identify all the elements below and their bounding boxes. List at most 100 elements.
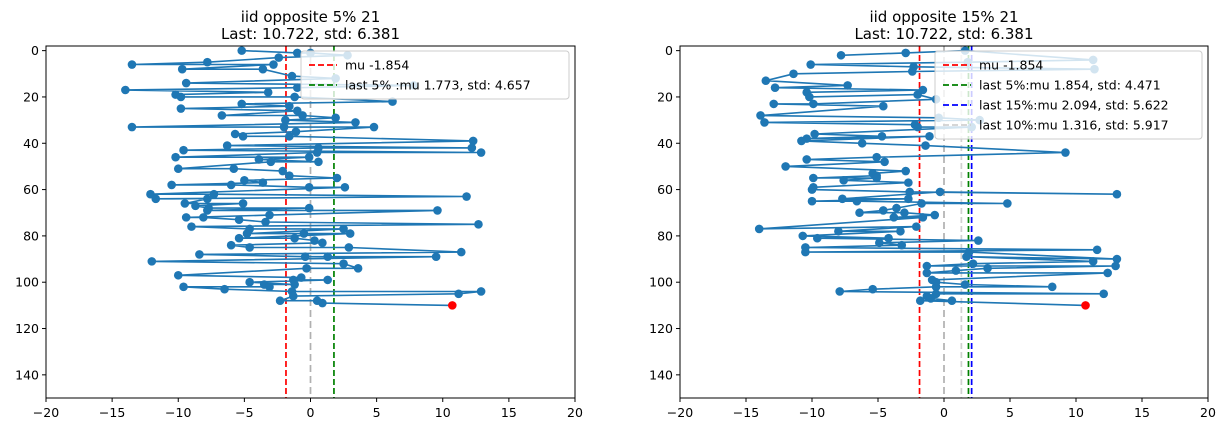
data-point xyxy=(278,166,288,176)
data-point xyxy=(285,171,294,180)
chart-title: iid opposite 15% 21 xyxy=(869,8,1018,26)
data-point xyxy=(474,220,483,229)
x-tick-label: 10 xyxy=(1068,405,1084,420)
data-point xyxy=(884,233,893,243)
data-point xyxy=(285,101,294,111)
data-point xyxy=(318,238,327,248)
data-point xyxy=(314,157,323,167)
data-point xyxy=(245,243,254,252)
data-point xyxy=(877,132,887,141)
legend-label: last 15%:mu 2.094, std: 5.622 xyxy=(979,98,1169,113)
data-point xyxy=(431,252,441,262)
data-point xyxy=(456,247,466,257)
data-point xyxy=(300,252,310,262)
data-point xyxy=(147,257,157,266)
data-point xyxy=(789,69,798,79)
data-point xyxy=(913,90,922,99)
data-point xyxy=(1112,189,1122,199)
chart-subtitle: Last: 10.722, std: 6.381 xyxy=(854,25,1033,43)
data-point xyxy=(179,282,188,292)
data-point xyxy=(339,259,348,268)
y-tick-label: 120 xyxy=(649,321,673,336)
data-point xyxy=(913,122,922,132)
legend-label: mu -1.854 xyxy=(345,58,409,73)
data-point xyxy=(918,213,928,222)
y-tick-label: 20 xyxy=(657,89,673,104)
data-point xyxy=(331,113,340,123)
data-point xyxy=(289,291,298,301)
data-point xyxy=(323,252,332,262)
data-point xyxy=(900,208,909,218)
data-point xyxy=(226,180,236,190)
legend: mu -1.854 last 5%:mu 1.854, std: 4.471 las… xyxy=(934,50,1203,140)
data-point xyxy=(930,210,940,220)
data-point xyxy=(901,48,911,58)
data-point xyxy=(299,229,309,238)
data-point xyxy=(290,233,299,243)
data-point xyxy=(203,206,212,215)
data-point xyxy=(1088,257,1098,266)
y-tick-label: 60 xyxy=(657,182,673,197)
y-tick-label: 140 xyxy=(649,367,673,382)
data-point xyxy=(968,259,978,268)
data-point xyxy=(904,178,913,187)
y-tick-label: 40 xyxy=(23,136,39,151)
data-point xyxy=(835,287,845,296)
data-point xyxy=(234,233,244,243)
data-point xyxy=(285,132,294,141)
data-point xyxy=(926,294,936,303)
x-tick-label: 0 xyxy=(307,405,315,420)
data-point xyxy=(353,264,363,273)
y-tick-label: 20 xyxy=(23,89,39,104)
data-point xyxy=(296,273,306,282)
data-point xyxy=(1003,199,1012,208)
data-point xyxy=(369,122,379,132)
data-point xyxy=(339,224,348,234)
data-point xyxy=(245,277,254,287)
data-point xyxy=(274,53,284,62)
data-point xyxy=(290,92,299,102)
data-point xyxy=(203,57,212,67)
data-point xyxy=(754,224,764,234)
x-tick-label: 10 xyxy=(435,405,451,420)
x-tick-label: 5 xyxy=(1006,405,1014,420)
data-point xyxy=(834,226,843,236)
data-point xyxy=(209,189,219,199)
data-point xyxy=(1103,268,1112,278)
x-tick-label: 0 xyxy=(940,405,948,420)
data-point xyxy=(433,206,442,215)
data-point xyxy=(220,284,229,294)
y-tick-label: 140 xyxy=(15,367,39,382)
data-point xyxy=(908,67,917,76)
data-point xyxy=(1112,254,1122,264)
y-tick-label: 0 xyxy=(665,43,673,58)
x-tick-label: 15 xyxy=(501,405,517,420)
data-point xyxy=(318,298,327,308)
legend-label: last 5% :mu 1.773, std: 4.657 xyxy=(345,78,531,93)
data-point xyxy=(807,196,817,206)
data-point xyxy=(181,78,191,88)
data-point xyxy=(287,71,297,81)
chart-subtitle: Last: 10.722, std: 6.381 xyxy=(221,25,400,43)
data-point xyxy=(261,217,270,227)
legend-label: mu -1.854 xyxy=(979,58,1043,73)
data-point xyxy=(1061,148,1070,157)
data-point xyxy=(983,264,992,273)
last-point xyxy=(1081,301,1090,310)
legend-label: last 5%:mu 1.854, std: 4.471 xyxy=(979,78,1161,93)
data-point xyxy=(905,187,914,197)
data-point xyxy=(237,99,247,109)
data-point xyxy=(922,261,932,271)
x-tick-label: −10 xyxy=(165,405,191,420)
y-tick-label: 100 xyxy=(649,275,673,290)
x-tick-label: −10 xyxy=(799,405,825,420)
data-point xyxy=(171,152,180,162)
data-point xyxy=(462,192,471,201)
data-point xyxy=(892,203,901,213)
data-point xyxy=(266,157,276,167)
legend-box xyxy=(934,50,1203,140)
y-tick-label: 40 xyxy=(657,136,673,151)
data-point xyxy=(896,226,905,236)
data-point xyxy=(922,268,932,278)
data-point xyxy=(240,176,249,185)
